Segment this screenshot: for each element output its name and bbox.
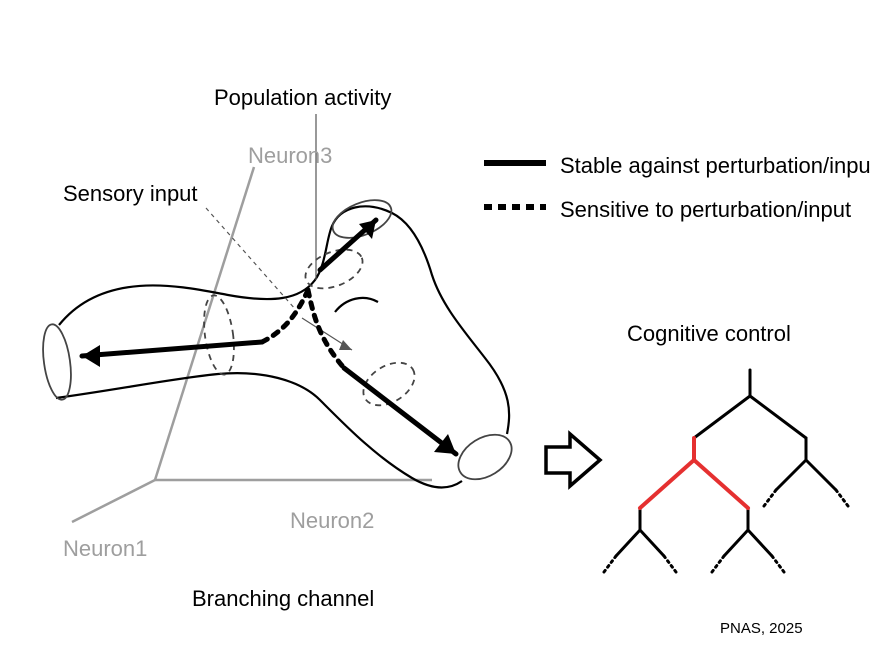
tube-inner-split: [335, 298, 378, 312]
label-sensory-input: Sensory input: [63, 181, 198, 207]
label-branching-channel: Branching channel: [192, 586, 374, 612]
tree-edge-dotted-3: [772, 556, 784, 572]
callout-line-sensory: [206, 208, 296, 310]
tree-edge-dotted-0: [604, 556, 616, 572]
flow-arrow-left-head: [82, 345, 100, 367]
tree-edge-black-5: [806, 460, 836, 490]
citation-text: PNAS, 2025: [720, 620, 803, 637]
tube-rim-left: [39, 323, 75, 402]
tree-edge-dotted-5: [836, 490, 848, 506]
tube-rim-top: [327, 193, 396, 246]
label-legend-stable: Stable against perturbation/input: [560, 153, 870, 179]
tree-edge-black-8: [640, 530, 664, 556]
tree-edge-dotted-2: [712, 556, 724, 572]
big-arrow-icon: [546, 434, 600, 486]
axis-label-neuron2: Neuron2: [290, 508, 374, 534]
label-cognitive-control: Cognitive control: [627, 321, 791, 347]
tree-edge-red-1: [640, 460, 694, 508]
axis-y: [72, 480, 155, 522]
tree-edge-black-4: [776, 460, 806, 490]
axis-label-neuron3: Neuron3: [248, 143, 332, 169]
tube-rim-center-left: [200, 293, 239, 376]
tree-edge-dotted-1: [664, 556, 676, 572]
axis-label-neuron1: Neuron1: [63, 536, 147, 562]
label-population-activity: Population activity: [214, 85, 391, 111]
flow-arrow-left-solid: [82, 342, 262, 356]
tree-edge-black-11: [748, 530, 772, 556]
flow-arrow-down-dashed: [308, 290, 344, 368]
tree-edge-black-1: [694, 396, 750, 438]
tree-edge-black-7: [616, 530, 640, 556]
tree-edge-red-2: [694, 460, 748, 508]
figure-root: Population activity Sensory input Neuron…: [0, 0, 870, 653]
small-direction-arrowhead: [339, 340, 352, 350]
tree-edge-black-2: [750, 396, 806, 438]
tree-edge-dotted-4: [764, 490, 776, 506]
tube-outline-bottom: [56, 373, 462, 487]
label-legend-sensitive: Sensitive to perturbation/input: [560, 197, 851, 223]
tube-outline-top: [59, 206, 509, 434]
flow-arrow-down-solid: [344, 368, 456, 454]
tree-edge-black-10: [724, 530, 748, 556]
tube-rim-right: [450, 426, 519, 489]
tube-rim-center-top: [300, 242, 368, 296]
